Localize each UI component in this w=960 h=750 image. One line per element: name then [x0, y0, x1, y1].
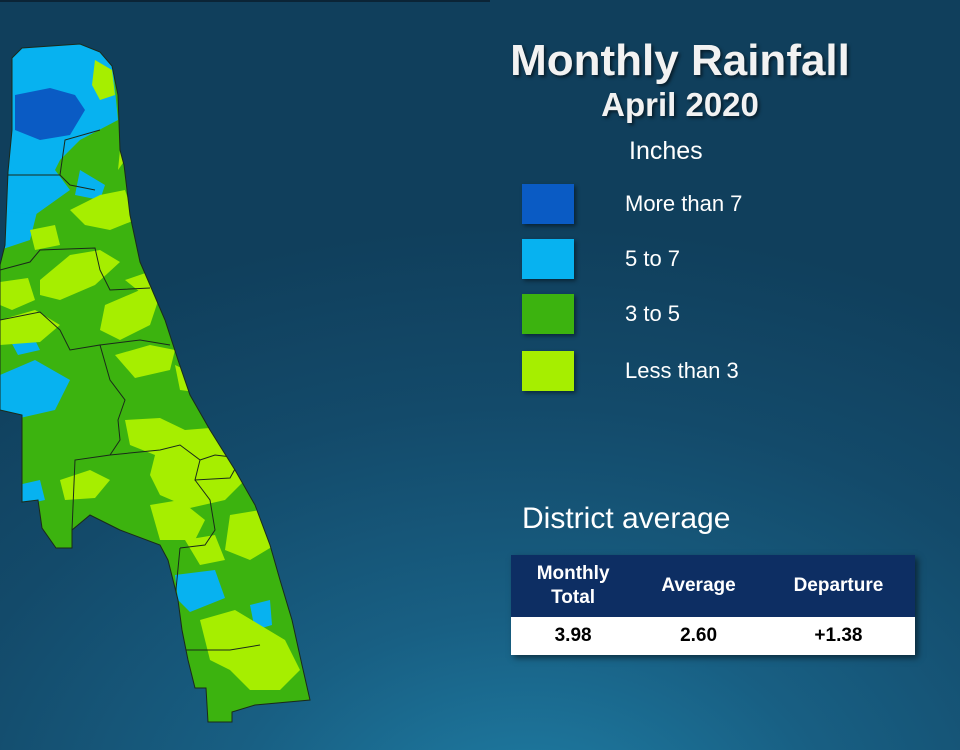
legend-item-more-than-7: More than 7 [522, 184, 742, 224]
table-row: 3.98 2.60 +1.38 [511, 617, 915, 655]
legend-swatch [522, 239, 574, 279]
header-monthly: Monthly [536, 563, 610, 584]
header-monthly-total: Monthly Total [511, 555, 636, 617]
map-subtitle: April 2020 [601, 86, 759, 123]
value-average: 2.60 [635, 617, 762, 655]
header-departure: Departure [761, 555, 915, 617]
district-average-table: Monthly Total Average Departure 3.98 2.6… [511, 555, 915, 655]
legend-label: 3 to 5 [625, 301, 681, 326]
map-title: Monthly Rainfall [510, 36, 850, 85]
legend-label: Less than 3 [625, 358, 739, 383]
legend-item-3-to-5: 3 to 5 [522, 294, 680, 334]
legend-title: Inches [629, 137, 703, 165]
table-header-row: Monthly Total Average Departure [511, 555, 915, 617]
legend-swatch [522, 351, 574, 391]
legend-label: More than 7 [625, 191, 743, 216]
district-average-title: District average [522, 502, 731, 535]
header-average: Average [635, 555, 762, 617]
legend-item-5-to-7: 5 to 7 [522, 239, 680, 279]
header-total: Total [551, 587, 596, 608]
legend-item-less-than-3: Less than 3 [522, 351, 739, 391]
value-monthly-total: 3.98 [511, 617, 636, 655]
legend-swatch [522, 184, 574, 224]
value-departure: +1.38 [761, 617, 915, 655]
legend-label: 5 to 7 [625, 246, 681, 271]
legend-swatch [522, 294, 574, 334]
top-divider [0, 0, 490, 2]
